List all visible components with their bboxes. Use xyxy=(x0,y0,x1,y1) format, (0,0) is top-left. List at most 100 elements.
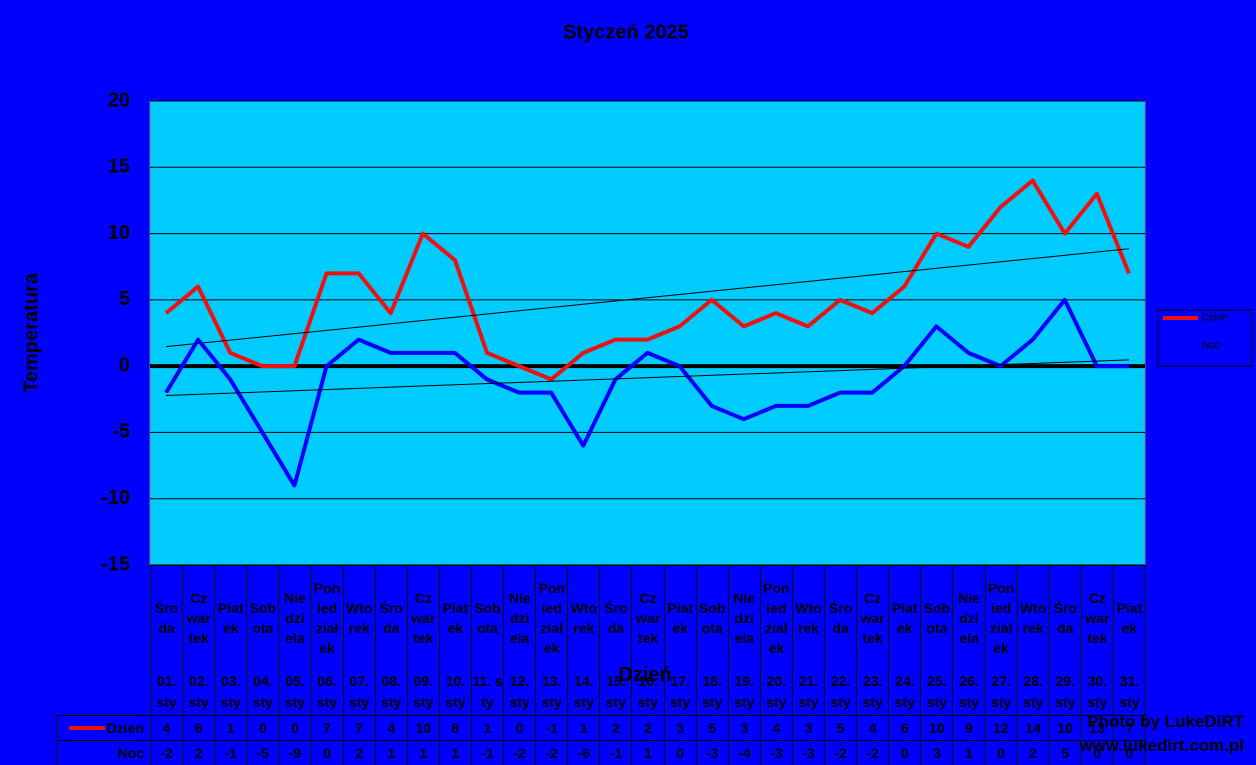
category-cell: Czwartek 09. sty xyxy=(406,565,440,716)
weekday-label: Czwartek xyxy=(860,590,885,646)
category-cell: Środa 01. sty xyxy=(150,565,184,716)
category-cell: Poniedziałek 20. sty xyxy=(759,565,793,716)
table-value: 6 xyxy=(182,715,216,741)
x-tick-label: 13. sty xyxy=(541,673,562,710)
table-value: 2 xyxy=(1016,740,1050,765)
weekday-label: Niedziela xyxy=(958,590,980,646)
table-value: 5 xyxy=(1048,740,1082,765)
table-value: -3 xyxy=(759,740,793,765)
category-cell: Czwartek 30. sty xyxy=(1080,565,1114,716)
x-tick-label: 28. sty xyxy=(1023,673,1044,710)
table-value: 0 xyxy=(503,715,537,741)
table-row-label: Dzien xyxy=(57,715,151,741)
table-value: 12 xyxy=(984,715,1018,741)
weekday-label: Środa xyxy=(828,600,853,636)
x-tick-label: 12. sty xyxy=(509,673,530,710)
x-tick-label: 02. sty xyxy=(188,673,209,710)
x-tick-label: 15. sty xyxy=(605,673,626,710)
weekday-label: Czwartek xyxy=(635,590,661,646)
x-tick-label: 18. sty xyxy=(702,673,723,710)
weekday-label: Czwartek xyxy=(1085,590,1110,646)
table-value: 4 xyxy=(150,715,184,741)
weekday-label: Sobota xyxy=(249,600,277,636)
table-value: 2 xyxy=(599,715,633,741)
weekday-label: Czwartek xyxy=(411,590,436,646)
table-value: 0 xyxy=(1080,740,1114,765)
category-cell: Piatek 31. sty xyxy=(1112,565,1146,716)
y-tick-label: 0 xyxy=(119,354,130,376)
weekday-label: Środa xyxy=(154,600,179,636)
table-value: -1 xyxy=(470,740,505,765)
weekday-label: Wtorek xyxy=(345,600,373,636)
table-value: 0 xyxy=(888,740,922,765)
table-row-label: Noc xyxy=(57,740,151,765)
table-value: 5 xyxy=(824,715,858,741)
table-value: 10 xyxy=(406,715,440,741)
weekday-label: Środa xyxy=(1053,600,1077,636)
series-line xyxy=(164,297,1129,488)
table-value: -1 xyxy=(214,740,248,765)
x-tick-label: 03. sty xyxy=(220,673,241,710)
table-value: -2 xyxy=(503,740,537,765)
weekday-label: Piatek xyxy=(442,600,469,636)
legend-label: Dzien xyxy=(1202,313,1228,324)
table-value: -4 xyxy=(727,740,761,765)
table-value: 8 xyxy=(438,715,472,741)
weekday-label: Czwartek xyxy=(186,590,211,646)
table-value: 3 xyxy=(727,715,761,741)
table-value: -6 xyxy=(567,740,601,765)
x-tick-label: 09. sty xyxy=(413,673,434,710)
x-tick-label: 11. sty xyxy=(472,673,503,710)
table-value: -2 xyxy=(856,740,890,765)
table-value: 1 xyxy=(438,740,472,765)
table-value: 0 xyxy=(310,740,344,765)
x-tick-label: 21. sty xyxy=(798,673,819,710)
category-cell: Sobota 18. sty xyxy=(695,565,729,716)
table-value: 1 xyxy=(567,715,601,741)
y-tick-label: -15 xyxy=(101,553,130,575)
category-cell: Wtorek 21. sty xyxy=(791,565,826,716)
category-cell: Niedziela 12. sty xyxy=(503,565,537,716)
table-value: -1 xyxy=(535,715,569,741)
table-value: 6 xyxy=(888,715,922,741)
x-tick-label: 26. sty xyxy=(958,673,980,710)
table-value: 0 xyxy=(663,740,697,765)
legend-box xyxy=(1157,309,1253,367)
weekday-label: Piatek xyxy=(891,600,918,636)
x-tick-label: 25. sty xyxy=(926,673,947,710)
x-axis-label: Dzień xyxy=(618,664,672,686)
y-tick-label: 10 xyxy=(108,222,130,244)
table-value: 3 xyxy=(920,740,954,765)
legend-label: Noc xyxy=(1202,341,1220,352)
x-tick-label: 22. sty xyxy=(830,673,851,710)
table-value: -3 xyxy=(695,740,729,765)
table-value: -9 xyxy=(278,740,312,765)
weekday-label: Środa xyxy=(379,600,403,636)
x-tick-label: 24. sty xyxy=(894,673,915,710)
weekday-label: Sobota xyxy=(474,600,501,636)
x-tick-label: 14. sty xyxy=(573,673,594,710)
x-tick-label: 17. sty xyxy=(669,673,691,710)
x-tick-label: 05. sty xyxy=(284,673,306,710)
series-line xyxy=(164,178,1131,382)
x-tick-label: 30. sty xyxy=(1087,673,1108,710)
category-cell: Piatek 03. sty xyxy=(214,565,248,716)
x-tick-label: 23. sty xyxy=(862,673,883,710)
table-value: 2 xyxy=(182,740,216,765)
category-cell: Czwartek 16. sty xyxy=(631,565,665,716)
table-value: 13 xyxy=(1080,715,1114,741)
trend-line xyxy=(165,248,1130,348)
weekday-label: Niedziela xyxy=(508,590,531,646)
table-series-name: Dzien xyxy=(106,720,144,736)
table-value: 4 xyxy=(759,715,793,741)
category-cell: Poniedziałek 06. sty xyxy=(310,565,344,716)
table-value: 9 xyxy=(952,715,986,741)
category-cell: Wtorek 28. sty xyxy=(1016,565,1050,716)
table-value: 4 xyxy=(856,715,890,741)
category-cell: Poniedziałek 27. sty xyxy=(984,565,1018,716)
category-cell: Sobota 11. sty xyxy=(470,565,505,716)
y-tick-label: 15 xyxy=(108,156,130,178)
category-cell: Niedziela 19. sty xyxy=(727,565,761,716)
category-cell: Niedziela 05. sty xyxy=(278,565,312,716)
